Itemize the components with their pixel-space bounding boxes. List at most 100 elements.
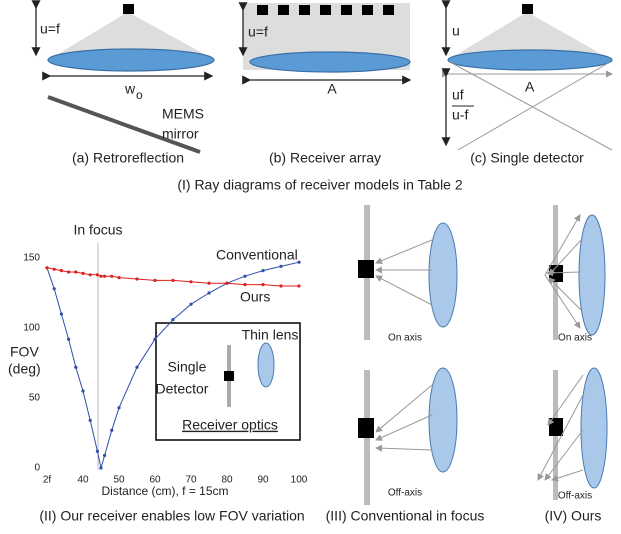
mirror-label: mirror: [162, 126, 199, 142]
y-tick-label: 50: [29, 393, 41, 404]
data-point: [243, 283, 247, 287]
data-point: [59, 312, 64, 316]
lens: [447, 49, 613, 71]
detector: [522, 4, 533, 14]
inset-label: Single: [168, 359, 207, 375]
frac-bottom: u-f: [452, 107, 468, 123]
data-point: [59, 269, 64, 273]
inset-label: Detector: [156, 381, 209, 397]
data-point: [297, 284, 301, 288]
panel-iv: On axis Off-axis (IV) Ours: [537, 205, 608, 524]
u-label: u=f: [248, 24, 268, 40]
label: On axis: [558, 333, 592, 344]
width-sub: o: [136, 88, 143, 102]
light-cone: [48, 12, 215, 60]
frac-top: uf: [452, 87, 464, 103]
data-point: [103, 453, 107, 457]
data-point: [207, 281, 211, 285]
data-point: [81, 271, 85, 275]
data-point: [88, 273, 92, 277]
data-point: [110, 428, 114, 432]
x-tick-label: 100: [291, 475, 308, 486]
data-point: [261, 269, 265, 273]
caption: (I) Ray diagrams of receiver models in T…: [177, 177, 463, 193]
data-point: [261, 283, 265, 287]
inset-label: Thin lens: [242, 327, 299, 343]
data-point: [189, 280, 193, 284]
panel-iii: On axis Off-axis (III) Conventional in f…: [326, 205, 485, 524]
panel-b: u=f A (b) Receiver array: [238, 2, 412, 166]
chart: In focus FOV (deg) Distance (cm), f = 15…: [8, 222, 308, 524]
data-point: [297, 260, 301, 264]
series-line: [46, 261, 300, 469]
y-tick-label: 100: [23, 323, 40, 334]
data-point: [171, 318, 175, 322]
legend-label: Ours: [240, 289, 270, 305]
data-point: [117, 276, 121, 280]
data-point: [243, 274, 247, 278]
y-label: FOV: [10, 344, 39, 360]
data-point: [45, 266, 49, 270]
annotation: In focus: [73, 222, 122, 238]
data-point: [153, 278, 157, 282]
lens: [47, 48, 215, 72]
data-point: [207, 291, 211, 295]
data-point: [225, 281, 229, 285]
data-point: [99, 466, 103, 470]
y-tick-label: 0: [34, 463, 40, 474]
width-label: A: [327, 81, 337, 97]
label: On axis: [388, 333, 422, 344]
x-tick-label: 60: [149, 475, 161, 486]
mirror-label: MEMS: [162, 106, 204, 122]
y-tick-label: 150: [23, 253, 40, 264]
width-label: A: [525, 79, 535, 95]
lens: [257, 342, 275, 388]
data-point: [74, 270, 78, 274]
panel-c: u A uf u-f (c) Single detector: [441, 0, 613, 166]
data-point: [135, 277, 139, 281]
data-point: [67, 337, 71, 341]
caption: (II) Our receiver enables low FOV variat…: [39, 508, 304, 524]
data-point: [153, 337, 157, 341]
data-point: [52, 287, 56, 291]
panel-a: u=f w o MEMS mirror (a) Retroreflection: [31, 0, 215, 166]
detector: [224, 371, 234, 381]
cone: [448, 12, 612, 60]
data-point: [110, 274, 114, 278]
data-point: [52, 267, 56, 271]
x-tick-label: 50: [113, 475, 125, 486]
data-point: [117, 406, 121, 410]
mirror: [47, 95, 201, 154]
series-line: [46, 267, 299, 287]
data-point: [95, 449, 99, 453]
data-point: [279, 284, 283, 288]
u-label: u=f: [40, 21, 60, 37]
data-point: [171, 278, 175, 282]
data-point: [67, 270, 71, 274]
width-label: w: [124, 81, 136, 97]
y-label: (deg): [8, 361, 41, 377]
data-point: [81, 389, 85, 393]
u-label: u: [452, 23, 460, 39]
label: Off-axis: [388, 488, 422, 499]
source: [123, 4, 134, 14]
lens: [249, 51, 411, 73]
receivers: [257, 5, 394, 15]
legend-label: Conventional: [216, 247, 298, 263]
label: Off-axis: [558, 491, 592, 502]
data-point: [103, 274, 107, 278]
inset-title: Receiver optics: [182, 417, 278, 433]
data-point: [88, 418, 92, 422]
x-tick-label: 40: [77, 475, 89, 486]
x-tick-label: 90: [257, 475, 269, 486]
x-tick-label: 80: [221, 475, 233, 486]
data-point: [74, 365, 78, 369]
caption: (a) Retroreflection: [72, 150, 184, 166]
x-tick-label: 2f: [43, 475, 52, 486]
data-point: [99, 274, 103, 278]
caption: (c) Single detector: [470, 150, 584, 166]
data-point: [95, 273, 99, 277]
x-tick-label: 70: [185, 475, 197, 486]
caption: (III) Conventional in focus: [326, 508, 485, 524]
